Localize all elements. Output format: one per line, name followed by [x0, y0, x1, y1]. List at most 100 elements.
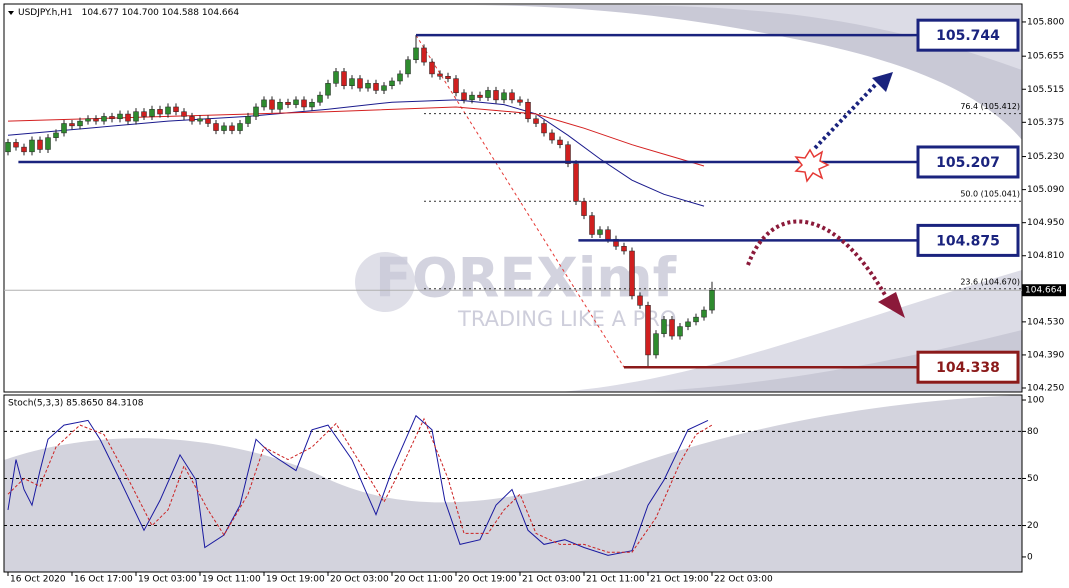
symbol: USDJPY.h,H1: [18, 8, 73, 18]
candle-body: [101, 116, 107, 122]
candle-body: [589, 215, 595, 235]
candle-body: [269, 99, 275, 110]
candle-body: [93, 118, 99, 122]
y-tick-label: 105.655: [1027, 52, 1064, 62]
watermark-brand: FOREXimf: [375, 247, 677, 310]
candle-body: [557, 139, 563, 145]
candle-body: [533, 118, 539, 124]
candle-body: [397, 73, 403, 82]
y-tick-label: 50: [1027, 474, 1039, 484]
candle-body: [61, 123, 67, 134]
fib-trend: [415, 34, 625, 368]
candle-body: [117, 113, 123, 120]
candle-body: [293, 99, 299, 105]
candle-body: [637, 295, 643, 306]
candle-body: [253, 106, 259, 117]
candle-body: [429, 61, 435, 75]
candle-body: [109, 116, 115, 120]
candle-body: [285, 101, 291, 105]
candle-body: [357, 78, 363, 89]
y-tick-label: 0: [1027, 552, 1033, 562]
candle-body: [165, 106, 171, 115]
candle-body: [333, 71, 339, 84]
candle-body: [341, 71, 347, 86]
y-tick-label: 104.390: [1027, 350, 1064, 360]
candle-body: [125, 113, 131, 122]
candle-body: [245, 116, 251, 124]
y-tick-label: 80: [1027, 427, 1039, 437]
candle-body: [133, 111, 139, 122]
x-tick-label: 19 Oct 11:00: [202, 575, 261, 585]
current-price-label: 104.664: [1025, 286, 1062, 296]
candle-body: [373, 83, 379, 91]
candle-body: [45, 137, 51, 150]
candle-body: [277, 101, 283, 110]
candle-body: [205, 118, 211, 124]
level-label: 104.338: [936, 360, 1000, 376]
candle-body: [325, 83, 331, 96]
candle-body: [37, 139, 43, 150]
arrow-head: [878, 292, 905, 318]
candle-body: [69, 123, 75, 127]
ohlc: 104.588: [162, 8, 199, 18]
candle-body: [469, 94, 475, 101]
candle-body: [213, 123, 219, 131]
candle-body: [485, 90, 491, 98]
ohlc: 104.664: [202, 8, 239, 18]
level-box: [916, 145, 1020, 179]
level-box: [916, 18, 1020, 52]
candle-body: [677, 326, 683, 337]
current-price-box: [1022, 284, 1066, 297]
level-box: [916, 223, 1020, 257]
arrow-curve: [746, 219, 887, 297]
candle-body: [525, 101, 531, 120]
x-tick-label: 16 Oct 2020: [10, 575, 66, 585]
level-box: [916, 350, 1020, 384]
candle-body: [477, 94, 483, 98]
candle-body: [229, 125, 235, 131]
candle-body: [29, 139, 35, 153]
candle-body: [77, 120, 83, 127]
candle-body: [197, 118, 203, 122]
stoch-line: [7, 414, 709, 556]
candle-body: [621, 246, 627, 252]
candle-body: [381, 85, 387, 91]
candle-body: [565, 144, 571, 164]
ohlc: 104.700: [122, 8, 159, 18]
header: USDJPY.h,H1 104.677 104.700 104.588 104.…: [18, 8, 239, 18]
candle-body: [405, 59, 411, 75]
candle-body: [173, 106, 179, 112]
x-tick-label: 19 Oct 03:00: [138, 575, 197, 585]
candle-body: [53, 132, 59, 138]
y-tick-label: 105.375: [1027, 118, 1064, 128]
candle-body: [237, 123, 243, 131]
y-tick-label: 104.950: [1027, 218, 1064, 228]
ohlc: 104.677: [82, 8, 119, 18]
x-tick-label: 22 Oct 03:00: [714, 575, 773, 585]
candle-body: [581, 201, 587, 216]
candle-body: [549, 132, 555, 141]
candle-body: [653, 333, 659, 356]
candle-body: [157, 109, 163, 115]
candle-body: [453, 78, 459, 94]
candle-body: [413, 47, 419, 60]
y-tick-label: 104.250: [1027, 383, 1064, 393]
arrow-head: [872, 72, 893, 92]
y-tick-label: 105.090: [1027, 185, 1064, 195]
x-tick-label: 21 Oct 03:00: [522, 575, 581, 585]
stoch-frame: [3, 394, 1023, 573]
y-tick-label: 105.515: [1027, 85, 1064, 95]
x-tick-label: 20 Oct 03:00: [330, 575, 389, 585]
x-tick-label: 16 Oct 17:00: [74, 575, 133, 585]
watermark-logo: [355, 252, 415, 312]
candle-body: [661, 319, 667, 334]
candle-body: [5, 142, 11, 153]
y-tick-label: 100: [1027, 396, 1044, 406]
level-label: 105.207: [936, 155, 1000, 171]
candle-body: [693, 316, 699, 323]
candle-body: [573, 163, 579, 202]
candle-body: [501, 92, 507, 101]
candle-body: [261, 99, 267, 108]
moving-average: [7, 106, 705, 167]
